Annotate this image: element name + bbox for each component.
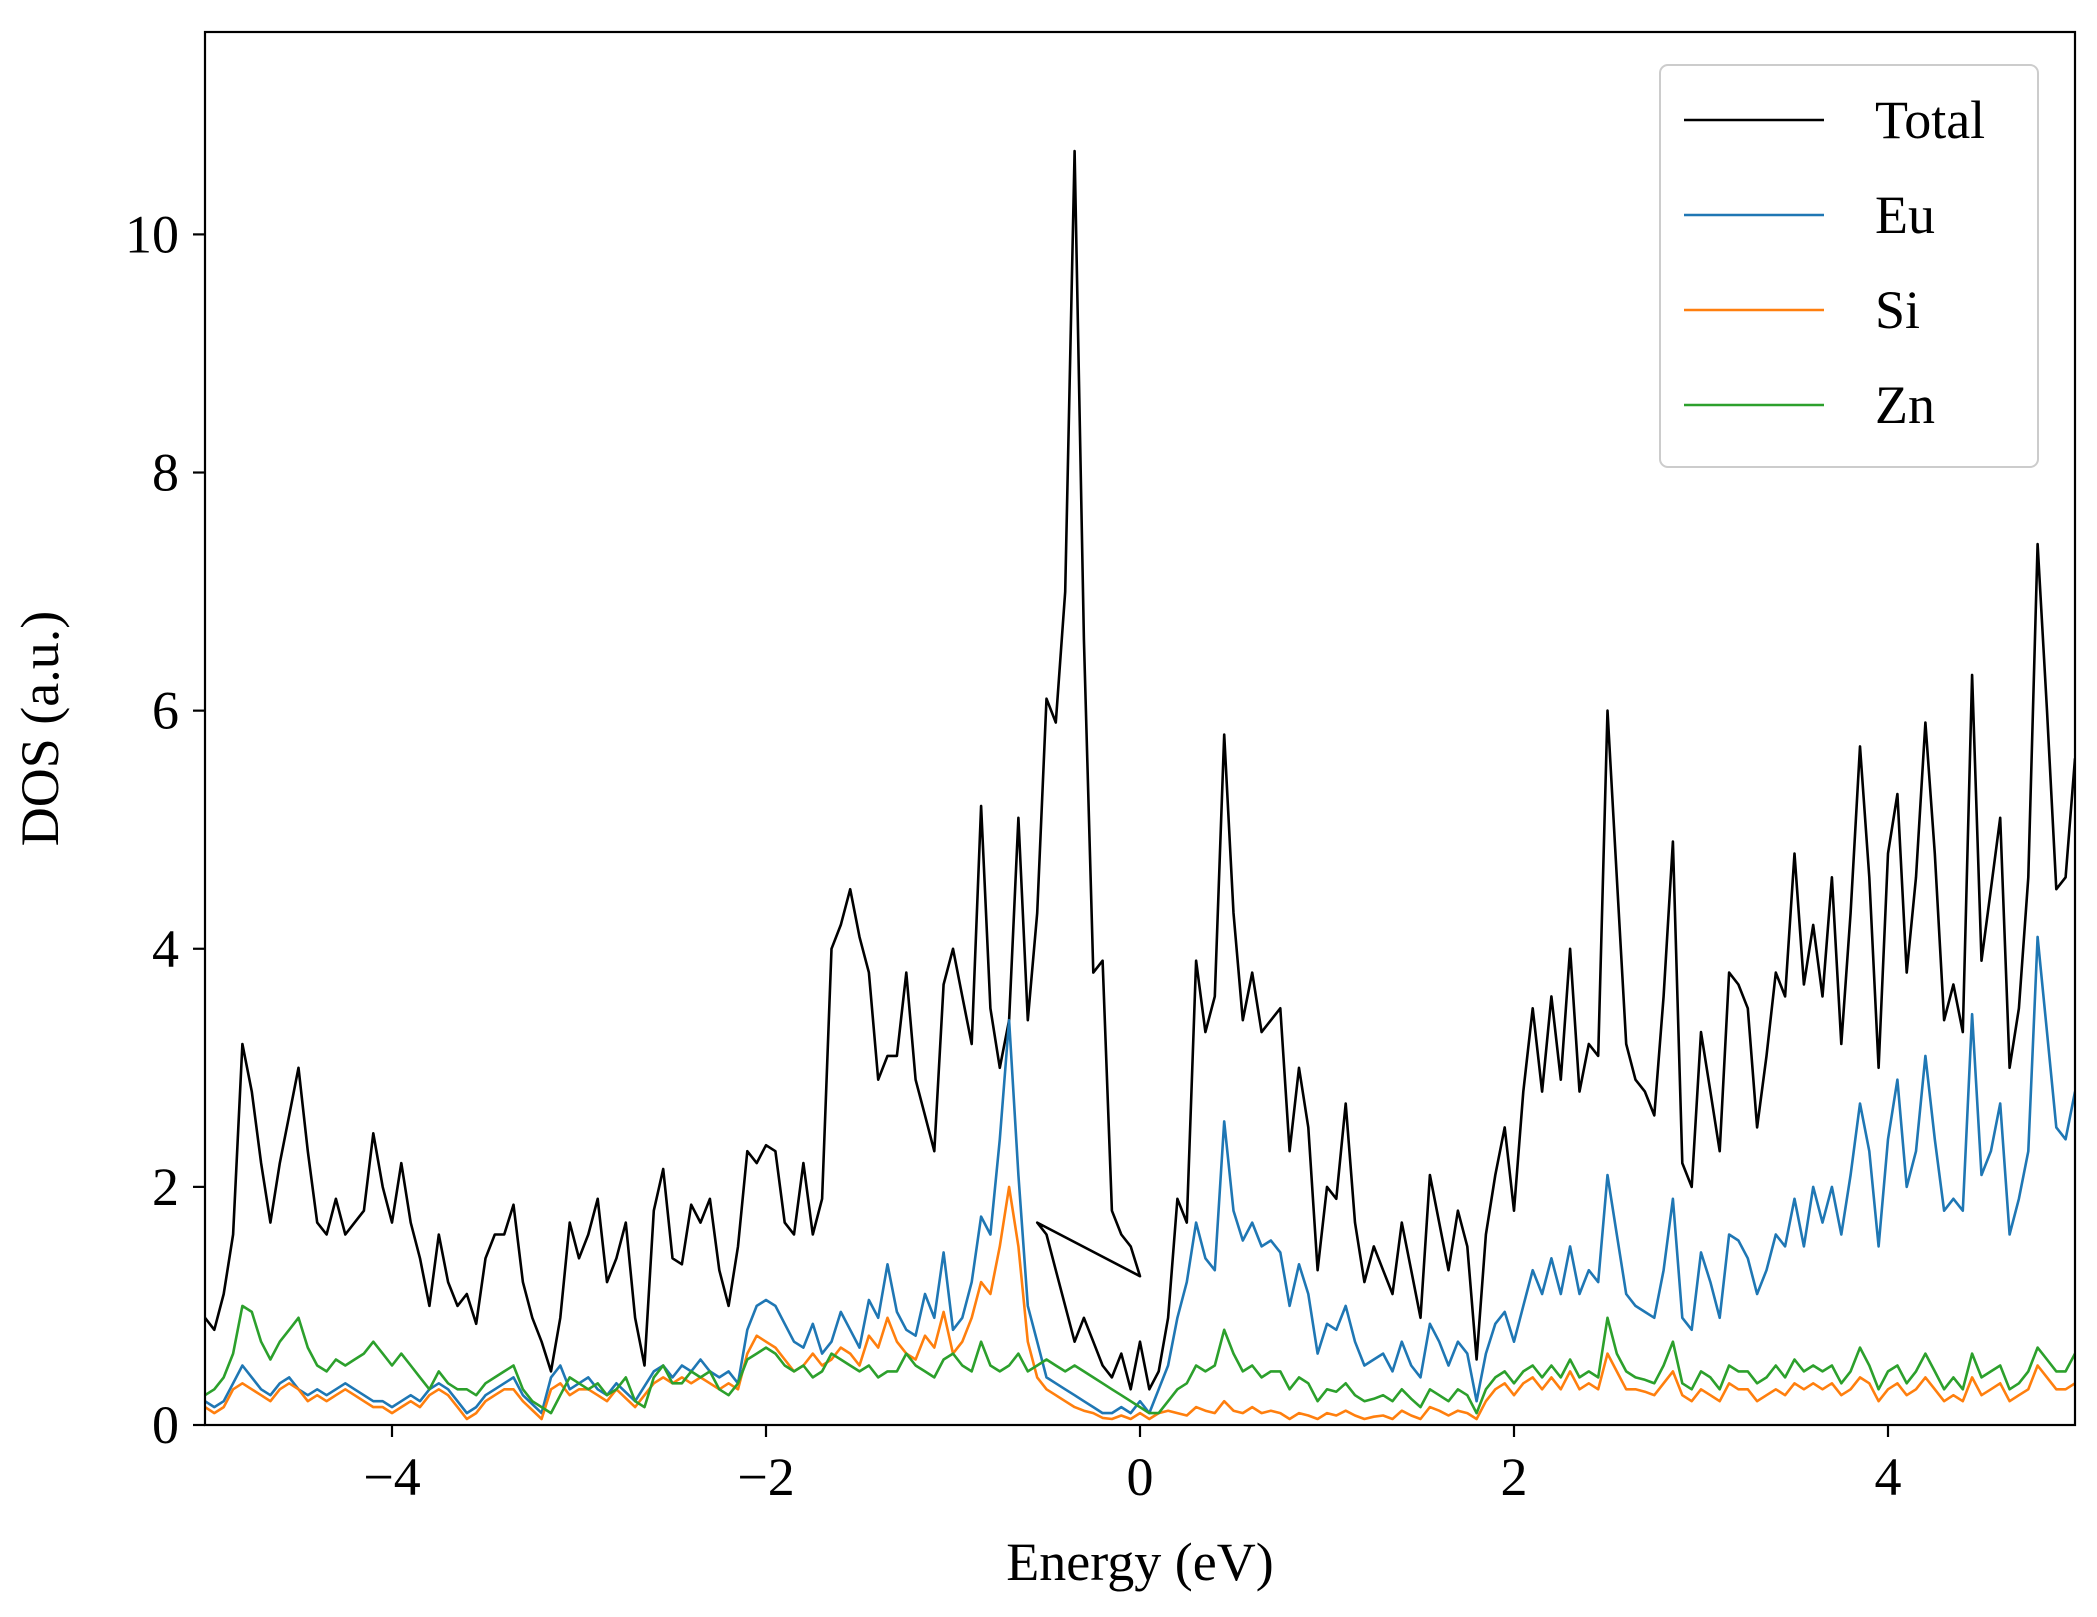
series-line-si [205, 1185, 2075, 1421]
series-line-eu [205, 935, 2075, 1415]
x-axis-ticks: −4 −2 0 2 4 [363, 1425, 1902, 1507]
plot-area-frame [203, 30, 2077, 1427]
legend-label-si: Si [1875, 280, 1920, 340]
y-tick-label: 6 [152, 681, 179, 741]
legend-label-eu: Eu [1875, 185, 1935, 245]
series-line-total [205, 149, 2075, 1391]
y-tick-label: 2 [152, 1157, 179, 1217]
legend-label-total: Total [1875, 90, 1985, 150]
legend-box [1659, 64, 2039, 468]
x-tick-label: −2 [737, 1447, 794, 1507]
y-tick-label: 10 [125, 204, 179, 264]
y-tick-label: 0 [152, 1395, 179, 1455]
y-axis-ticks: 0 2 4 6 8 10 [125, 204, 205, 1455]
x-tick-label: 2 [1501, 1447, 1528, 1507]
series-line-zn [205, 1304, 2075, 1415]
series-lines [205, 149, 2075, 1421]
legend-label-zn: Zn [1875, 375, 1935, 435]
y-axis-label: DOS (a.u.) [10, 611, 70, 846]
x-tick-label: −4 [363, 1447, 420, 1507]
x-axis-label: Energy (eV) [1006, 1532, 1273, 1592]
x-tick-label: 4 [1875, 1447, 1902, 1507]
y-tick-label: 8 [152, 443, 179, 503]
legend: Total Eu Si Zn [1659, 64, 2039, 468]
y-tick-label: 4 [152, 919, 179, 979]
x-tick-label: 0 [1127, 1447, 1154, 1507]
